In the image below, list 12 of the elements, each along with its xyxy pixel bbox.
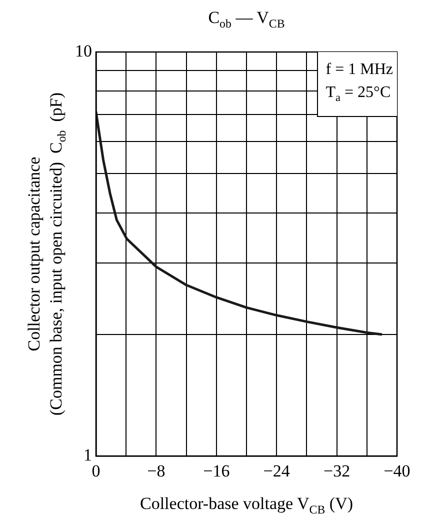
annotation: f = 1 MHz: [326, 60, 393, 80]
x-tick-label: −8: [147, 462, 166, 481]
x-tick-label: −32: [324, 462, 350, 481]
y-tick-label: 1: [84, 445, 92, 464]
x-tick-label: −24: [263, 462, 290, 481]
x-axis-title: Collector-base voltage V$_{CB}$ (V): [138, 494, 354, 518]
y-tick-label: 10: [75, 41, 92, 60]
x-tick-label: −40: [384, 462, 410, 481]
x-tick-label: 0: [92, 462, 100, 481]
annotation: T$_{a}$ = 25°C: [326, 83, 392, 106]
chart-title: C$_{ob}$ — V$_{CB}$: [207, 8, 286, 32]
x-tick-label: −16: [203, 462, 230, 481]
